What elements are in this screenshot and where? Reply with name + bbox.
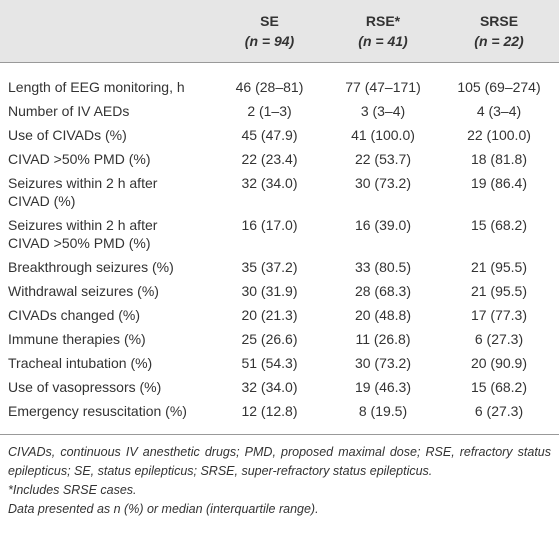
column-name: RSE*: [365, 12, 401, 29]
column-name: SRSE: [479, 12, 519, 29]
column-count: (n = 22): [474, 32, 524, 49]
table-cell: 20 (48.8): [354, 306, 412, 323]
row-label-line: Seizures within 2 h after: [8, 174, 158, 191]
footnote: *Includes SRSE cases.: [8, 482, 137, 497]
row-label: Seizures within 2 h after CIVAD (%): [0, 171, 212, 213]
table-cell: 30 (31.9): [241, 282, 298, 299]
table-row: Seizures within 2 h after CIVAD (%) 32 (34…: [0, 171, 559, 213]
column-header: SRSE (n = 22): [439, 0, 559, 63]
table-cell: 30 (73.2): [354, 174, 412, 191]
row-label-line: Length of EEG monitoring, h: [8, 78, 185, 95]
table-cell: 6 (27.3): [474, 402, 524, 419]
row-label: CIVAD >50% PMD (%): [0, 147, 212, 171]
table-cell: 22 (23.4): [241, 150, 298, 167]
row-label: Emergency resuscitation (%): [0, 399, 212, 435]
footnote: Data presented as n (%) or median (inter…: [8, 501, 319, 516]
table-cell: 105 (69–274): [457, 78, 541, 95]
table-cell: 8 (19.5): [358, 402, 408, 419]
header-row: SE (n = 94) RSE* (n = 41) SRSE (n = 22): [0, 0, 559, 63]
table-row: Use of CIVADs (%) 45 (47.9) 41 (100.0) 22 (…: [0, 123, 559, 147]
column-header: SE (n = 94): [212, 0, 327, 63]
row-label: Immune therapies (%): [0, 327, 212, 351]
table-cell: 22 (100.0): [467, 126, 531, 143]
corner-cell: [0, 0, 212, 63]
table-cell: 3 (3–4): [360, 102, 406, 119]
table-cell: 45 (47.9): [241, 126, 298, 143]
table-row: Breakthrough seizures (%) 35 (37.2) 33 (80…: [0, 255, 559, 279]
table-cell: 21 (95.5): [470, 258, 528, 275]
table-cell: 32 (34.0): [241, 174, 298, 191]
table-cell: 46 (28–81): [235, 78, 304, 95]
footnotes: CIVADs, continuous IV anesthetic drugs; …: [0, 435, 559, 519]
row-label: Seizures within 2 h after CIVAD >50% PMD …: [0, 213, 212, 255]
table-row: Withdrawal seizures (%) 30 (31.9) 28 (68.3…: [0, 279, 559, 303]
table-cell: 20 (90.9): [470, 354, 528, 371]
table-header: SE (n = 94) RSE* (n = 41) SRSE (n = 22): [0, 0, 559, 63]
column-header: RSE* (n = 41): [327, 0, 439, 63]
table-cell: 51 (54.3): [241, 354, 298, 371]
row-label-line: Immune therapies (%): [8, 330, 146, 347]
table-cell: 6 (27.3): [474, 330, 524, 347]
table-cell: 4 (3–4): [476, 102, 522, 119]
table-cell: 33 (80.5): [354, 258, 412, 275]
row-label: Use of vasopressors (%): [0, 375, 212, 399]
row-label-line: Withdrawal seizures (%): [8, 282, 159, 299]
table-row: Length of EEG monitoring, h 46 (28–81) 77 …: [0, 62, 559, 99]
row-label: Length of EEG monitoring, h: [0, 62, 212, 99]
column-count: (n = 94): [244, 32, 295, 49]
row-label-line: Tracheal intubation (%): [8, 354, 153, 371]
table-cell: 32 (34.0): [241, 378, 298, 395]
table-row: CIVADs changed (%) 20 (21.3) 20 (48.8) 17 (…: [0, 303, 559, 327]
table-cell: 18 (81.8): [470, 150, 528, 167]
table-cell: 41 (100.0): [351, 126, 415, 143]
table-cell: 2 (1–3): [247, 102, 292, 119]
table-cell: 16 (39.0): [354, 216, 412, 233]
row-label: Use of CIVADs (%): [0, 123, 212, 147]
table-cell: 15 (68.2): [470, 378, 528, 395]
table-cell: 17 (77.3): [470, 306, 528, 323]
footnote: CIVADs, continuous IV anesthetic drugs; …: [8, 444, 551, 478]
table-cell: 25 (26.6): [241, 330, 298, 347]
row-label-line: Use of CIVADs (%): [8, 126, 127, 143]
row-label-line: Seizures within 2 h after: [8, 216, 158, 233]
table-cell: 28 (68.3): [354, 282, 412, 299]
row-label-line: Number of IV AEDs: [8, 102, 130, 119]
row-label: Tracheal intubation (%): [0, 351, 212, 375]
row-label-line: CIVADs changed (%): [8, 306, 141, 323]
table-cell: 12 (12.8): [241, 402, 298, 419]
table-row: Emergency resuscitation (%) 12 (12.8) 8 (1…: [0, 399, 559, 435]
table-row: Seizures within 2 h after CIVAD >50% PMD …: [0, 213, 559, 255]
row-label-line: Breakthrough seizures (%): [8, 258, 174, 275]
table-cell: 21 (95.5): [470, 282, 528, 299]
table-row: Use of vasopressors (%) 32 (34.0) 19 (46.3…: [0, 375, 559, 399]
table-cell: 77 (47–171): [345, 78, 421, 95]
row-label-line: CIVAD (%): [8, 192, 76, 209]
table-row: Immune therapies (%) 25 (26.6) 11 (26.8) 6 …: [0, 327, 559, 351]
column-count: (n = 41): [358, 32, 408, 49]
row-label-line: Emergency resuscitation (%): [8, 402, 187, 419]
row-label: CIVADs changed (%): [0, 303, 212, 327]
data-table: SE (n = 94) RSE* (n = 41) SRSE (n = 22) Lengt…: [0, 0, 559, 434]
table-cell: 30 (73.2): [354, 354, 412, 371]
row-label: Breakthrough seizures (%): [0, 255, 212, 279]
row-label-line: Use of vasopressors (%): [8, 378, 162, 395]
row-label-line: CIVAD >50% PMD (%): [8, 234, 151, 251]
table-cell: 22 (53.7): [354, 150, 412, 167]
table-cell: 19 (86.4): [470, 174, 528, 191]
row-label: Number of IV AEDs: [0, 99, 212, 123]
table-row: Number of IV AEDs 2 (1–3) 3 (3–4) 4 (3–4): [0, 99, 559, 123]
table-row: Tracheal intubation (%) 51 (54.3) 30 (73.2…: [0, 351, 559, 375]
row-label: Withdrawal seizures (%): [0, 279, 212, 303]
table-cell: 11 (26.8): [355, 330, 411, 347]
table-cell: 19 (46.3): [354, 378, 412, 395]
table-cell: 15 (68.2): [470, 216, 528, 233]
column-name: SE: [260, 12, 279, 29]
table-cell: 16 (17.0): [241, 216, 298, 233]
table-cell: 35 (37.2): [241, 258, 298, 275]
table-body: Length of EEG monitoring, h 46 (28–81) 77 …: [0, 62, 559, 434]
row-label-line: CIVAD >50% PMD (%): [8, 150, 151, 167]
table-cell: 20 (21.3): [241, 306, 298, 323]
table-row: CIVAD >50% PMD (%) 22 (23.4) 22 (53.7) 18 (…: [0, 147, 559, 171]
